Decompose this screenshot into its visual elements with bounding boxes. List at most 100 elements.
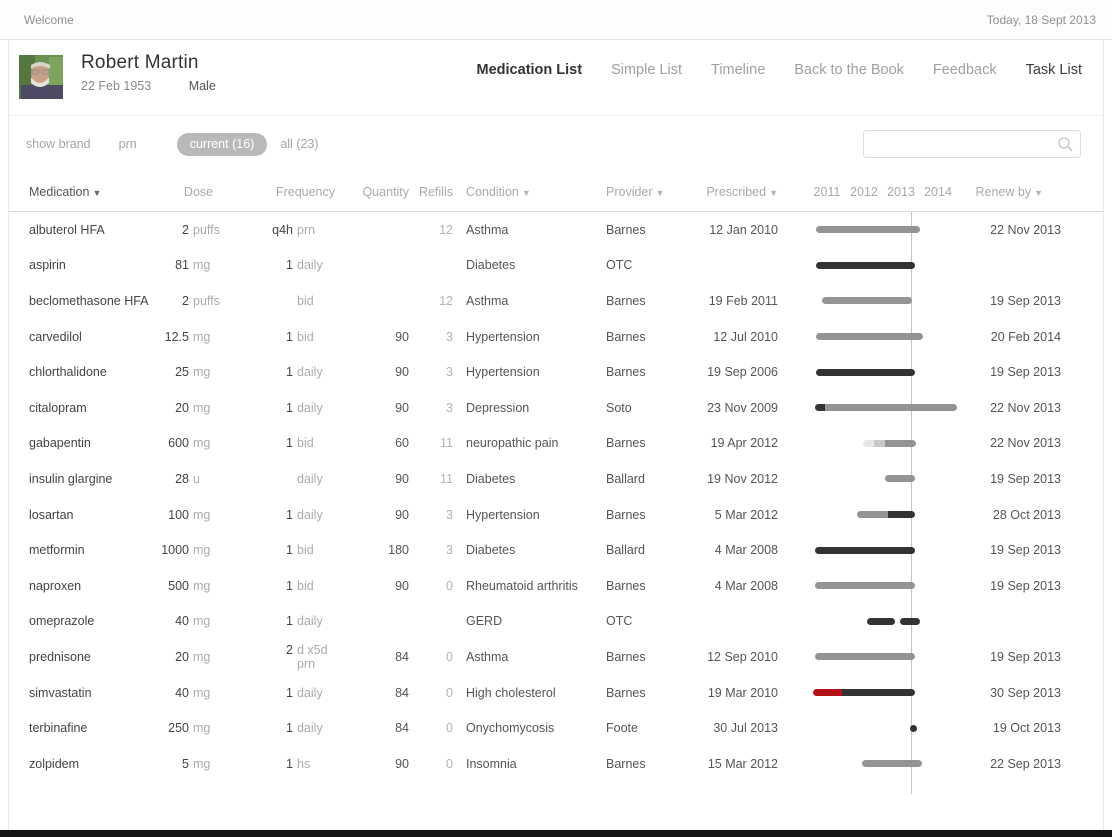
refills-value: 3 bbox=[446, 329, 453, 344]
provider-cell: Barnes bbox=[606, 650, 706, 664]
nav-tab-medication-list[interactable]: Medication List bbox=[476, 62, 583, 78]
prescribed-date: 12 Jul 2010 bbox=[713, 329, 778, 344]
dose-value: 500 bbox=[168, 578, 189, 593]
condition-cell: Hypertension bbox=[466, 508, 606, 522]
provider-value: OTC bbox=[606, 258, 633, 273]
frequency-cell: 1 daily bbox=[229, 614, 349, 628]
dose-cell: 12.5 mg bbox=[149, 330, 229, 344]
filter-current[interactable]: current (16) bbox=[176, 132, 268, 156]
medication-cell[interactable]: terbinafine bbox=[29, 721, 149, 735]
column-header-provider[interactable]: Provider ▼ bbox=[606, 184, 665, 199]
table-row[interactable]: beclomethasone HFA 2 puffs bid 12 Asthma Barne… bbox=[9, 283, 1103, 319]
filter-all[interactable]: all (23) bbox=[280, 137, 319, 151]
medication-cell[interactable]: prednisone bbox=[29, 650, 149, 664]
dose-value: 20 bbox=[175, 649, 189, 664]
filter-show-brand[interactable]: show brand bbox=[26, 137, 91, 151]
column-header-renew-by[interactable]: Renew by ▼ bbox=[975, 184, 1043, 199]
renew-by-date: 19 Sep 2013 bbox=[990, 578, 1061, 593]
table-row[interactable]: chlorthalidone 25 mg 1 daily 90 3 Hypertension B… bbox=[9, 354, 1103, 390]
timeline-bar-segment bbox=[815, 404, 825, 412]
medication-cell[interactable]: citalopram bbox=[29, 401, 149, 415]
medication-cell[interactable]: naproxen bbox=[29, 579, 149, 593]
condition-cell: Diabetes bbox=[466, 472, 606, 486]
sort-arrow-icon: ▼ bbox=[92, 187, 102, 198]
condition-cell: Diabetes bbox=[466, 543, 606, 557]
medication-cell[interactable]: chlorthalidone bbox=[29, 365, 149, 379]
medication-name: beclomethasone HFA bbox=[29, 293, 149, 308]
search-input[interactable] bbox=[863, 130, 1081, 158]
prescribed-cell: 12 Sep 2010 bbox=[706, 650, 778, 664]
frequency-unit: prn bbox=[297, 222, 316, 237]
medication-cell[interactable]: beclomethasone HFA bbox=[29, 294, 149, 308]
medication-cell[interactable]: metformin bbox=[29, 543, 149, 557]
refills-value: 12 bbox=[439, 293, 453, 308]
table-row[interactable]: insulin glargine 28 u daily 90 11 Diabetes Ball… bbox=[9, 461, 1103, 497]
year-label: 2014 bbox=[924, 185, 952, 199]
table-row[interactable]: losartan 100 mg 1 daily 90 3 Hypertension Barnes… bbox=[9, 497, 1103, 533]
column-header-prescribed[interactable]: Prescribed ▼ bbox=[706, 184, 778, 199]
prescribed-date: 19 Sep 2006 bbox=[707, 365, 778, 380]
prescribed-cell: 19 Mar 2010 bbox=[706, 686, 778, 700]
table-row[interactable]: prednisone 20 mg 2 d x5d prn 84 0 Asthma Barnes 1… bbox=[9, 639, 1103, 675]
quantity-cell: 84 bbox=[349, 686, 409, 700]
frequency-unit: daily bbox=[297, 258, 323, 273]
nav-tab-simple-list[interactable]: Simple List bbox=[611, 62, 682, 78]
table-row[interactable]: simvastatin 40 mg 1 daily 84 0 High cholesterol… bbox=[9, 675, 1103, 711]
table-row[interactable]: terbinafine 250 mg 1 daily 84 0 Onychomycosis Fo… bbox=[9, 710, 1103, 746]
provider-cell: Barnes bbox=[606, 365, 706, 379]
medication-cell[interactable]: simvastatin bbox=[29, 686, 149, 700]
today-marker-line bbox=[911, 212, 912, 794]
nav-tab-task-list[interactable]: Task List bbox=[1025, 62, 1082, 78]
provider-cell: Barnes bbox=[606, 686, 706, 700]
refills-cell: 3 bbox=[409, 543, 453, 557]
dose-cell: 81 mg bbox=[149, 258, 229, 272]
medication-cell[interactable]: zolpidem bbox=[29, 757, 149, 771]
frequency-value bbox=[229, 472, 293, 486]
table-row[interactable]: metformin 1000 mg 1 bid 180 3 Diabetes Ballard 4 … bbox=[9, 532, 1103, 568]
table-row[interactable]: aspirin 81 mg 1 daily Diabetes OTC bbox=[9, 248, 1103, 284]
medication-cell[interactable]: omeprazole bbox=[29, 614, 149, 628]
table-row[interactable]: citalopram 20 mg 1 daily 90 3 Depression Soto 23 … bbox=[9, 390, 1103, 426]
timeline-cell bbox=[811, 746, 971, 782]
main-nav: Medication List Simple List Timeline Back t… bbox=[477, 62, 1103, 78]
frequency-value: 1 bbox=[286, 543, 293, 558]
dose-unit: mg bbox=[193, 436, 211, 451]
table-row[interactable]: zolpidem 5 mg 1 hs 90 0 Insomnia Barnes 15 Mar 20… bbox=[9, 746, 1103, 782]
frequency-cell: daily bbox=[229, 472, 349, 486]
medication-cell[interactable]: carvedilol bbox=[29, 330, 149, 344]
condition-cell: Onychomycosis bbox=[466, 721, 606, 735]
dose-unit: mg bbox=[193, 507, 211, 522]
table-row[interactable]: albuterol HFA 2 puffs q4h prn 12 Asthma Barnes 1… bbox=[9, 212, 1103, 248]
medication-cell[interactable]: albuterol HFA bbox=[29, 223, 149, 237]
nav-tab-back-to-the-book[interactable]: Back to the Book bbox=[794, 62, 904, 78]
column-header-medication[interactable]: Medication ▼ bbox=[29, 184, 102, 199]
provider-cell: Barnes bbox=[606, 330, 706, 344]
renew-by-date: 19 Sep 2013 bbox=[990, 543, 1061, 558]
table-row[interactable]: naproxen 500 mg 1 bid 90 0 Rheumatoid arthritis… bbox=[9, 568, 1103, 604]
refills-cell: 3 bbox=[409, 330, 453, 344]
filter-prn[interactable]: prn bbox=[118, 137, 137, 151]
table-row[interactable]: carvedilol 12.5 mg 1 bid 90 3 Hypertension Barne… bbox=[9, 319, 1103, 355]
medication-cell[interactable]: aspirin bbox=[29, 258, 149, 272]
medication-cell[interactable]: insulin glargine bbox=[29, 472, 149, 486]
table-row[interactable]: gabapentin 600 mg 1 bid 60 11 neuropathic pain B… bbox=[9, 426, 1103, 462]
provider-value: Barnes bbox=[606, 222, 646, 237]
quantity-cell: 60 bbox=[349, 436, 409, 450]
search-icon bbox=[1057, 136, 1074, 156]
medication-cell[interactable]: gabapentin bbox=[29, 436, 149, 450]
nav-tab-timeline[interactable]: Timeline bbox=[711, 62, 766, 78]
column-header-condition[interactable]: Condition ▼ bbox=[466, 184, 531, 199]
provider-value: Barnes bbox=[606, 756, 646, 771]
medication-name: gabapentin bbox=[29, 436, 91, 451]
dose-cell: 28 u bbox=[149, 472, 229, 486]
table-row[interactable]: omeprazole 40 mg 1 daily GERD OTC bbox=[9, 604, 1103, 640]
medication-cell[interactable]: losartan bbox=[29, 508, 149, 522]
condition-value: Asthma bbox=[466, 649, 509, 664]
dose-unit: mg bbox=[193, 329, 211, 344]
provider-cell: Soto bbox=[606, 401, 706, 415]
prescribed-cell: 15 Mar 2012 bbox=[706, 757, 778, 771]
nav-tab-feedback[interactable]: Feedback bbox=[932, 62, 997, 78]
prescribed-cell: 4 Mar 2008 bbox=[706, 543, 778, 557]
dose-cell: 2 puffs bbox=[149, 294, 229, 308]
dose-value: 40 bbox=[175, 614, 189, 629]
